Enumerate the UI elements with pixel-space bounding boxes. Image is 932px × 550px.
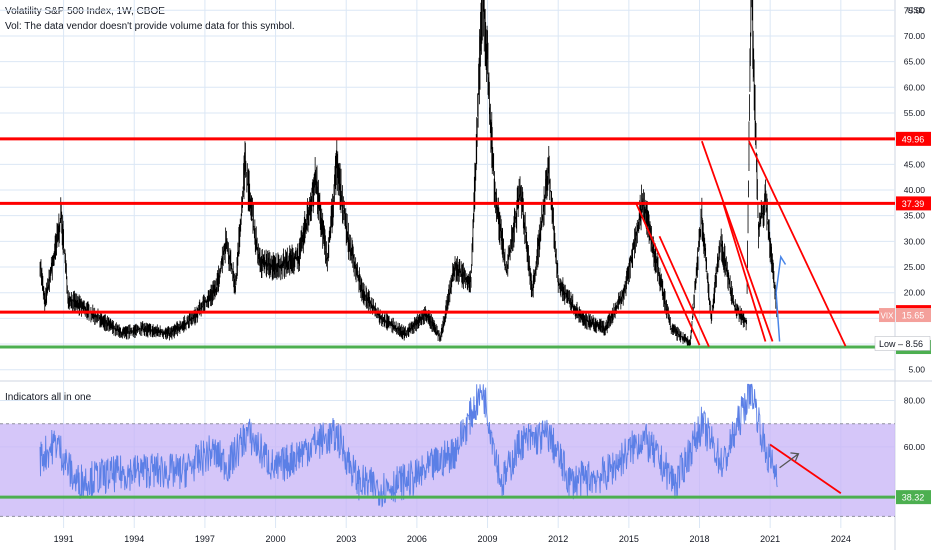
x-tick-label: 2015 — [619, 534, 639, 544]
x-tick-label: 2003 — [336, 534, 356, 544]
x-tick-label: 1991 — [54, 534, 74, 544]
x-tick-label: 2009 — [478, 534, 498, 544]
overbought-oversold-band — [0, 423, 895, 517]
y-tick-label: 65.00 — [904, 57, 926, 67]
low-label-bg — [874, 336, 931, 351]
price-label-bg — [896, 131, 931, 146]
price-label: 15.65 — [902, 311, 925, 321]
y-tick-label: 60.00 — [904, 442, 926, 452]
indicator-band — [0, 423, 895, 517]
symbol-tag: VIX — [881, 312, 895, 321]
y-tick-label: 60.00 — [904, 82, 926, 92]
x-tick-label: 2012 — [548, 534, 568, 544]
x-tick-label: 2000 — [266, 534, 286, 544]
arrow-shaft[interactable] — [779, 453, 799, 469]
y-tick-label: 75.00 — [904, 5, 926, 15]
trendline[interactable] — [748, 140, 847, 347]
indicator-price-label: 38.32 — [902, 493, 925, 503]
y-tick-label: 40.00 — [904, 185, 926, 195]
y-tick-label: 30.00 — [904, 236, 926, 246]
x-tick-label: 1994 — [124, 534, 144, 544]
y-tick-label: 25.00 — [904, 262, 926, 272]
y-tick-label: 70.00 — [904, 31, 926, 41]
y-tick-label: 20.00 — [904, 288, 926, 298]
level-lines[interactable] — [0, 137, 895, 499]
price-label-bg — [896, 308, 931, 323]
price-axis[interactable]: 1991 1994 1997 2000 2003 2006 2009 2012 2015 2018… — [54, 5, 926, 544]
indicator-price-label-bg — [896, 490, 931, 505]
volume-note: Vol: The data vendor doesn't provide vol… — [5, 21, 295, 32]
trendline[interactable] — [701, 140, 774, 342]
chart-symbol-title: Volatility S&P 500 Index, 1W, CBOE — [5, 6, 165, 17]
x-tick-label: 2006 — [407, 534, 427, 544]
y-tick-label: 35.00 — [904, 211, 926, 221]
trendline[interactable] — [658, 235, 710, 347]
currency-label: USD — [907, 5, 925, 15]
trendline[interactable] — [722, 202, 767, 342]
symbol-tag-bg — [879, 308, 895, 323]
indicator-series — [39, 383, 778, 508]
y-tick-label: 80.00 — [904, 396, 926, 406]
price-label: 37.39 — [902, 199, 925, 209]
y-tick-label: 55.00 — [904, 108, 926, 118]
price-label-bg — [896, 196, 931, 211]
x-tick-label: 1997 — [195, 534, 215, 544]
forecast-path[interactable] — [775, 254, 787, 342]
trendline[interactable] — [635, 202, 701, 346]
x-tick-label: 2024 — [831, 534, 851, 544]
x-tick-label: 2018 — [689, 534, 709, 544]
price-series — [39, 0, 778, 348]
indicator-title: Indicators all in one — [5, 392, 92, 403]
indicator-line — [39, 383, 778, 508]
trendlines[interactable] — [635, 140, 847, 494]
y-tick-label: 5.00 — [908, 365, 925, 375]
price-label: 49.96 — [902, 134, 925, 144]
y-tick-label: 45.00 — [904, 159, 926, 169]
x-tick-label: 2021 — [760, 534, 780, 544]
low-label: Low – 8.56 — [879, 339, 923, 349]
arrow-head-icon — [790, 452, 800, 462]
indicator-trendline[interactable] — [769, 443, 842, 494]
